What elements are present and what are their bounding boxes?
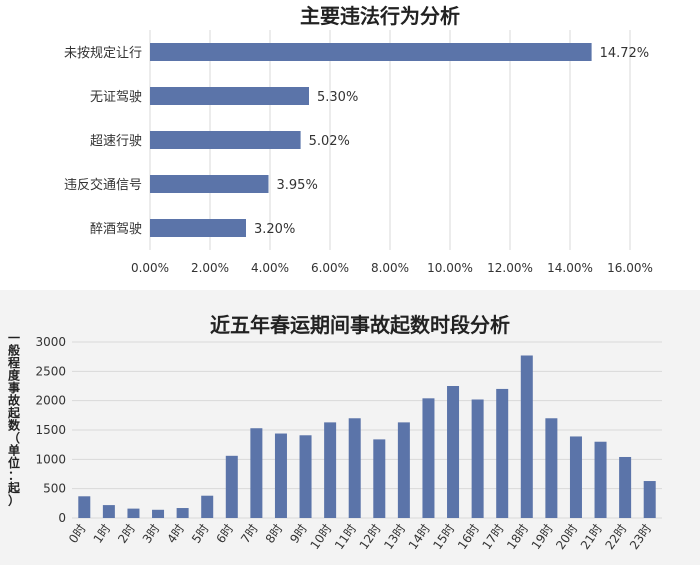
bar	[201, 495, 214, 518]
y-tick-label: 1500	[35, 423, 66, 437]
bar	[150, 87, 309, 105]
data-label: 3.95%	[277, 178, 318, 193]
x-tick-label: 6.00%	[311, 261, 349, 275]
bar	[520, 355, 533, 518]
bar	[176, 508, 189, 518]
bar	[150, 219, 246, 237]
bar	[422, 398, 435, 518]
chart-title: 主要违法行为分析	[300, 4, 460, 28]
bar	[225, 455, 238, 518]
x-tick-label: 23时	[627, 522, 654, 552]
y-tick-label: 2500	[35, 364, 66, 378]
x-tick-label: 0.00%	[131, 261, 169, 275]
x-tick-label: 7时	[238, 522, 261, 546]
bar	[150, 175, 269, 193]
x-tick-label: 10.00%	[427, 261, 473, 275]
x-tick-label: 2时	[115, 522, 138, 546]
bar	[152, 509, 165, 518]
x-tick-label: 14.00%	[547, 261, 593, 275]
x-tick-label: 22时	[602, 522, 629, 552]
x-tick-label: 16时	[455, 522, 482, 552]
data-label: 5.30%	[317, 90, 358, 105]
bar	[299, 435, 312, 518]
bar	[569, 436, 582, 518]
x-tick-label: 4时	[164, 522, 187, 546]
bar	[594, 441, 607, 518]
category-label: 违反交通信号	[64, 177, 142, 193]
x-tick-label: 16.00%	[607, 261, 653, 275]
x-tick-label: 1时	[91, 522, 114, 546]
x-tick-label: 11时	[332, 522, 359, 552]
x-tick-label: 21时	[578, 522, 605, 552]
x-tick-label: 4.00%	[251, 261, 289, 275]
x-tick-label: 0时	[66, 522, 89, 546]
x-tick-label: 10时	[307, 522, 334, 552]
y-tick-label: 1000	[35, 452, 66, 466]
category-label: 未按规定让行	[64, 46, 142, 61]
x-tick-label: 20时	[553, 522, 580, 552]
data-label: 5.02%	[309, 134, 350, 149]
bar	[250, 428, 263, 518]
y-axis-label: 一般程度事故起数（单位：起）	[7, 331, 21, 508]
bar	[447, 386, 460, 518]
x-tick-label: 19时	[529, 522, 556, 552]
x-tick-label: 12.00%	[487, 261, 533, 275]
category-label: 醉酒驾驶	[90, 221, 142, 237]
y-tick-label: 2000	[35, 394, 66, 408]
x-tick-label: 13时	[381, 522, 408, 552]
x-tick-label: 2.00%	[191, 261, 229, 275]
x-tick-label: 12时	[357, 522, 384, 552]
bar	[643, 481, 656, 518]
violation-chart-panel: 主要违法行为分析 0.00% 2.00% 4.00% 6.00% 8.00% 10.00%…	[63, 4, 653, 275]
bar	[348, 418, 361, 518]
violation-bar-chart: 主要违法行为分析 0.00% 2.00% 4.00% 6.00% 8.00% 10.00%…	[64, 4, 653, 275]
x-tick-label: 14时	[406, 522, 433, 552]
data-label: 14.72%	[600, 46, 650, 61]
hourly-chart-panel: 近五年春运期间事故起数时段分析 0 500 1000 1500 2000 2500 3000…	[0, 290, 700, 565]
bar	[496, 388, 509, 518]
x-tick-label: 15时	[430, 522, 457, 552]
x-tick-label: 3时	[140, 522, 163, 546]
y-tick-label: 0	[58, 511, 66, 525]
bar	[127, 508, 140, 518]
category-label: 无证驾驶	[90, 90, 142, 105]
y-tick-label: 3000	[35, 335, 66, 349]
bar	[78, 496, 91, 518]
bar	[471, 399, 484, 518]
bar	[102, 505, 115, 518]
bar	[397, 422, 410, 518]
x-tick-label: 8.00%	[371, 261, 409, 275]
bar	[150, 131, 301, 149]
data-label: 3.20%	[254, 222, 295, 237]
y-tick-label: 500	[43, 482, 66, 496]
x-tick-label: 8时	[263, 522, 286, 546]
bar	[373, 439, 386, 518]
x-tick-label: 18时	[504, 522, 531, 552]
bar	[324, 422, 337, 518]
chart-title: 近五年春运期间事故起数时段分析	[210, 313, 510, 337]
hourly-bar-chart: 近五年春运期间事故起数时段分析 0 500 1000 1500 2000 2500 3000…	[7, 313, 662, 552]
x-tick-label: 6时	[214, 522, 237, 546]
bar	[274, 433, 287, 518]
x-tick-label: 5时	[189, 522, 212, 546]
bar	[619, 456, 632, 518]
x-tick-label: 17时	[480, 522, 507, 552]
bar	[545, 418, 558, 518]
x-tick-label: 9时	[287, 522, 310, 546]
bar	[150, 43, 592, 61]
category-label: 超速行驶	[90, 134, 142, 149]
